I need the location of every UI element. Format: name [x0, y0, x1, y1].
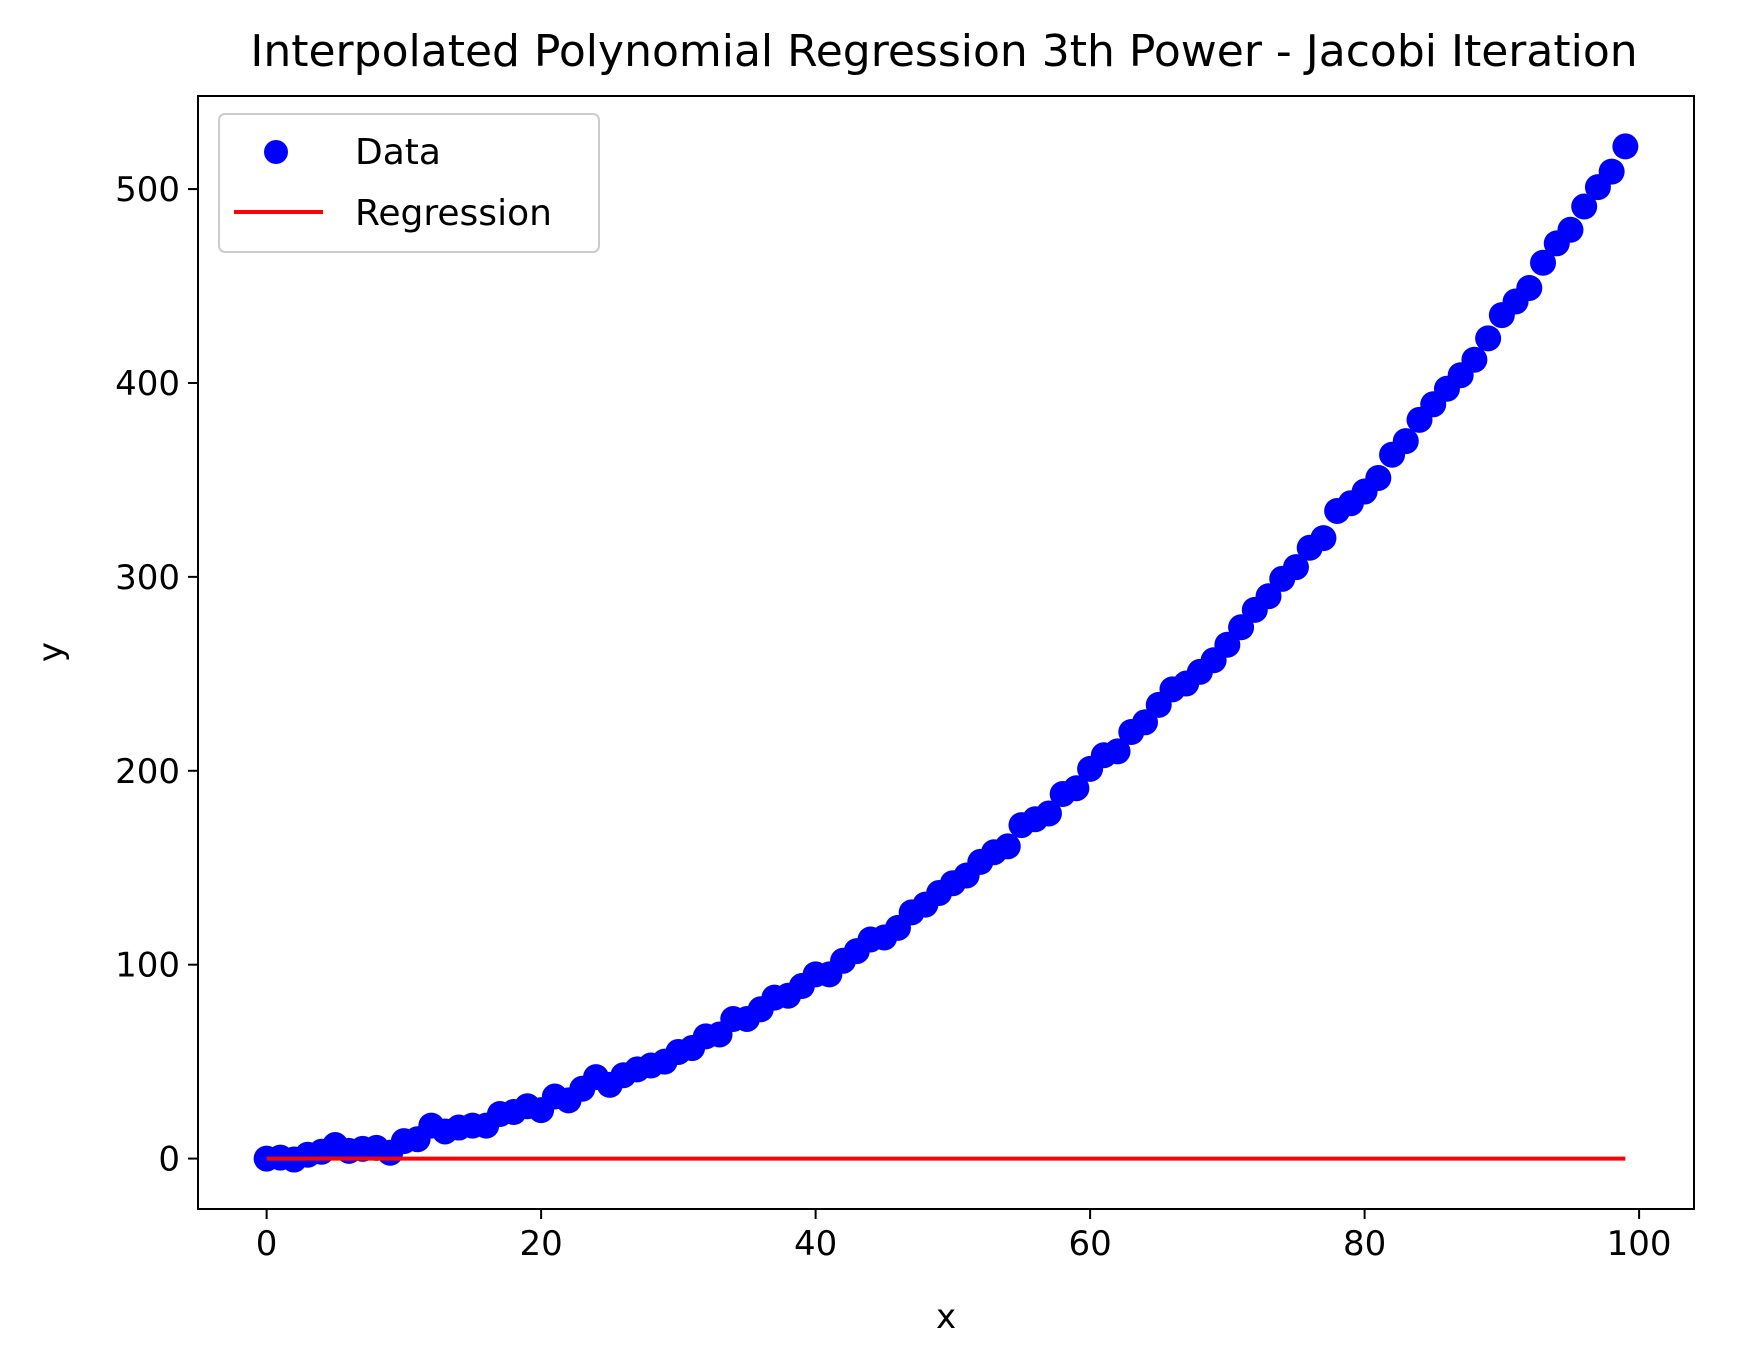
x-tick-label: 0 [256, 1224, 278, 1264]
y-tick-label: 0 [158, 1140, 180, 1180]
data-point [1461, 346, 1488, 373]
legend-regression-label: Regression [355, 193, 552, 234]
data-point [1571, 193, 1598, 220]
data-point [1612, 133, 1639, 160]
y-tick-label: 500 [115, 170, 180, 210]
series-layer [253, 133, 1639, 1173]
data-point [1282, 554, 1309, 581]
data-point [1214, 631, 1241, 658]
data-point [1228, 614, 1255, 641]
data-point [1132, 709, 1159, 736]
y-tick-label: 400 [115, 364, 180, 404]
y-axis-label: y [31, 642, 71, 662]
data-point [994, 833, 1021, 860]
data-point [1516, 274, 1543, 301]
data-point [1475, 325, 1502, 352]
data-point [1063, 775, 1090, 802]
data-point [1365, 464, 1392, 491]
x-tick-label: 40 [794, 1224, 837, 1264]
y-axis: 0 100 200 300 400 500 [115, 170, 198, 1180]
data-point [1255, 583, 1282, 610]
x-tick-label: 80 [1343, 1224, 1386, 1264]
data-point [1104, 738, 1131, 765]
x-tick-label: 60 [1068, 1224, 1111, 1264]
x-axis-label: x [936, 1297, 956, 1337]
y-tick-label: 300 [115, 558, 180, 598]
data-point [1530, 249, 1557, 276]
x-tick-label: 100 [1607, 1224, 1672, 1264]
chart-title: Interpolated Polynomial Regression 3th P… [250, 26, 1637, 77]
y-tick-label: 200 [115, 752, 180, 792]
data-point [1598, 158, 1625, 185]
legend-data-marker [264, 140, 288, 164]
legend: Data Regression [218, 113, 600, 253]
plot-area [197, 95, 1695, 1210]
legend-data-label: Data [355, 132, 441, 173]
x-axis: 0 20 40 60 80 100 [256, 1209, 1672, 1264]
data-point [1035, 800, 1062, 827]
x-tick-label: 20 [519, 1224, 562, 1264]
data-point [1392, 428, 1419, 455]
data-point [1310, 525, 1337, 552]
y-tick-label: 100 [115, 946, 180, 986]
legend-box [218, 113, 600, 253]
data-point [1557, 216, 1584, 243]
